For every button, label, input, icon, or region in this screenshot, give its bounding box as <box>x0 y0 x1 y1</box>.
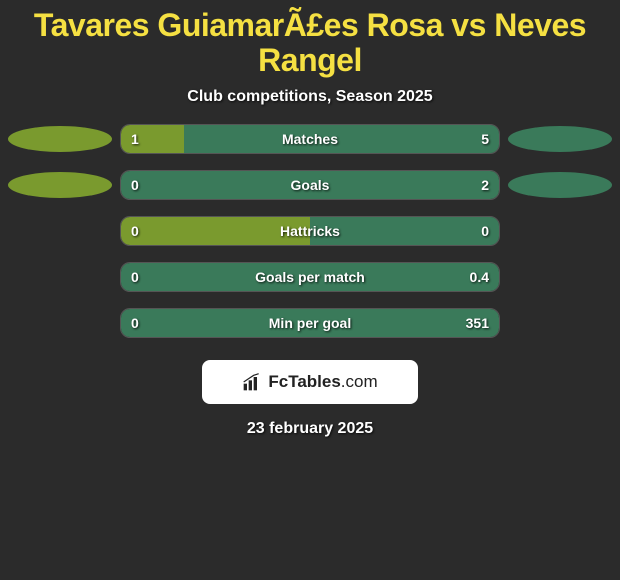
subtitle: Club competitions, Season 2025 <box>0 82 620 124</box>
stat-label: Min per goal <box>269 315 351 331</box>
logo-text: FcTables.com <box>268 372 377 392</box>
stat-bar: 0 Hattricks 0 <box>120 216 500 246</box>
stat-row: 0 Hattricks 0 <box>8 216 612 246</box>
stat-bar: 0 Goals 2 <box>120 170 500 200</box>
stat-left-value: 0 <box>131 269 139 285</box>
stat-row: 0 Goals 2 <box>8 170 612 200</box>
right-marker <box>508 172 612 198</box>
right-marker <box>508 126 612 152</box>
stat-right-value: 5 <box>481 131 489 147</box>
stat-row: 1 Matches 5 <box>8 124 612 154</box>
stat-left-value: 0 <box>131 177 139 193</box>
stat-row: 0 Goals per match 0.4 <box>8 262 612 292</box>
chart-icon <box>242 372 262 392</box>
fctables-logo[interactable]: FcTables.com <box>202 360 418 404</box>
stat-left-value: 0 <box>131 315 139 331</box>
stat-label: Goals per match <box>255 269 365 285</box>
stat-right-value: 0 <box>481 223 489 239</box>
date-text: 23 february 2025 <box>0 416 620 438</box>
stat-left-value: 1 <box>131 131 139 147</box>
stat-right-value: 351 <box>466 315 489 331</box>
stat-bar: 0 Min per goal 351 <box>120 308 500 338</box>
stat-row: 0 Min per goal 351 <box>8 308 612 338</box>
stats-section: 1 Matches 5 0 Goals 2 0 Hattricks 0 0 Goals per ma… <box>0 124 620 338</box>
stat-left-value: 0 <box>131 223 139 239</box>
left-marker <box>8 126 112 152</box>
left-marker <box>8 172 112 198</box>
stat-label: Matches <box>282 131 338 147</box>
stat-label: Hattricks <box>280 223 340 239</box>
bar-right-fill <box>184 125 499 153</box>
stat-right-value: 0.4 <box>470 269 489 285</box>
stat-label: Goals <box>291 177 330 193</box>
stat-bar: 0 Goals per match 0.4 <box>120 262 500 292</box>
stat-bar: 1 Matches 5 <box>120 124 500 154</box>
comparison-title: Tavares GuiamarÃ£es Rosa vs Neves Rangel <box>0 0 620 82</box>
stat-right-value: 2 <box>481 177 489 193</box>
